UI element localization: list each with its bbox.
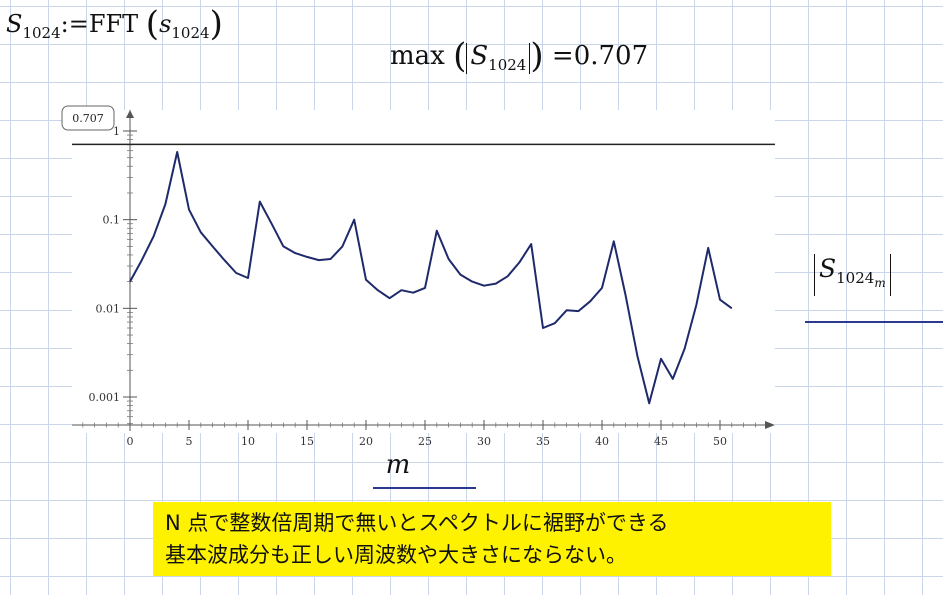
- x-tick-label: 20: [359, 435, 373, 448]
- note-line-2: 基本波成分も正しい周波数や大きさにならない。: [165, 543, 627, 567]
- x-tick-label: 45: [654, 435, 668, 448]
- y-tick-label: 0.01: [96, 302, 121, 315]
- series-label-sub: 1024m: [836, 269, 886, 290]
- plot-area: [72, 110, 775, 433]
- x-tick-label: 10: [241, 435, 255, 448]
- note-box: N 点で整数倍周期で無いとスペクトルに裾野ができる 基本波成分も正しい周波数や大…: [153, 502, 831, 576]
- fft-close-paren: ): [209, 4, 223, 44]
- max-func: max: [390, 41, 445, 71]
- x-axis-label: m: [386, 450, 411, 480]
- fft-func: FFT: [88, 10, 139, 38]
- max-equals: =: [551, 41, 574, 71]
- fft-equation: S1024:=FFT (s1024): [6, 4, 223, 44]
- series-line: [129, 151, 733, 405]
- x-tick-label: 35: [536, 435, 550, 448]
- max-open-paren: (: [453, 36, 467, 76]
- note-line-1: N 点で整数倍周期で無いとスペクトルに裾野ができる: [165, 511, 669, 535]
- fft-open-paren: (: [145, 4, 160, 44]
- max-equation: max (S1024) =0.707: [390, 36, 648, 76]
- y-tick-label: 0.1: [103, 214, 121, 227]
- fft-arg-sub: 1024: [171, 23, 210, 42]
- series-label-subsub: m: [874, 276, 886, 290]
- y-tick-label: 0.001: [89, 391, 121, 404]
- fft-lhs-sub: 1024: [22, 23, 61, 42]
- x-tick-label: 5: [186, 435, 193, 448]
- x-tick-label: 30: [477, 435, 491, 448]
- max-sub: 1024: [488, 56, 527, 75]
- fft-assign: :=: [60, 10, 89, 38]
- x-tick-label: 40: [595, 435, 609, 448]
- series-label-abs: S1024m: [814, 254, 891, 296]
- y-axis-arrow: [126, 110, 134, 118]
- x-axis-arrow: [765, 421, 775, 429]
- max-abs: S1024: [466, 41, 531, 75]
- x-tick-label: 0: [127, 435, 134, 448]
- y-tick-label: 1: [113, 125, 120, 138]
- reference-label-box: [61, 105, 115, 131]
- series-label-var: S: [819, 254, 837, 283]
- x-tick-label: 50: [713, 435, 727, 448]
- x-tick-label: 25: [418, 435, 432, 448]
- max-var: S: [470, 41, 489, 71]
- fft-arg-var: s: [159, 10, 172, 38]
- fft-lhs-var: S: [6, 10, 23, 38]
- series-label-sub-num: 1024: [836, 269, 875, 287]
- series-label: S1024m: [814, 254, 891, 296]
- max-value: 0.707: [573, 41, 649, 71]
- max-close-paren: ): [530, 36, 544, 76]
- reference-label: 0.707: [72, 112, 104, 125]
- x-tick-label: 15: [300, 435, 314, 448]
